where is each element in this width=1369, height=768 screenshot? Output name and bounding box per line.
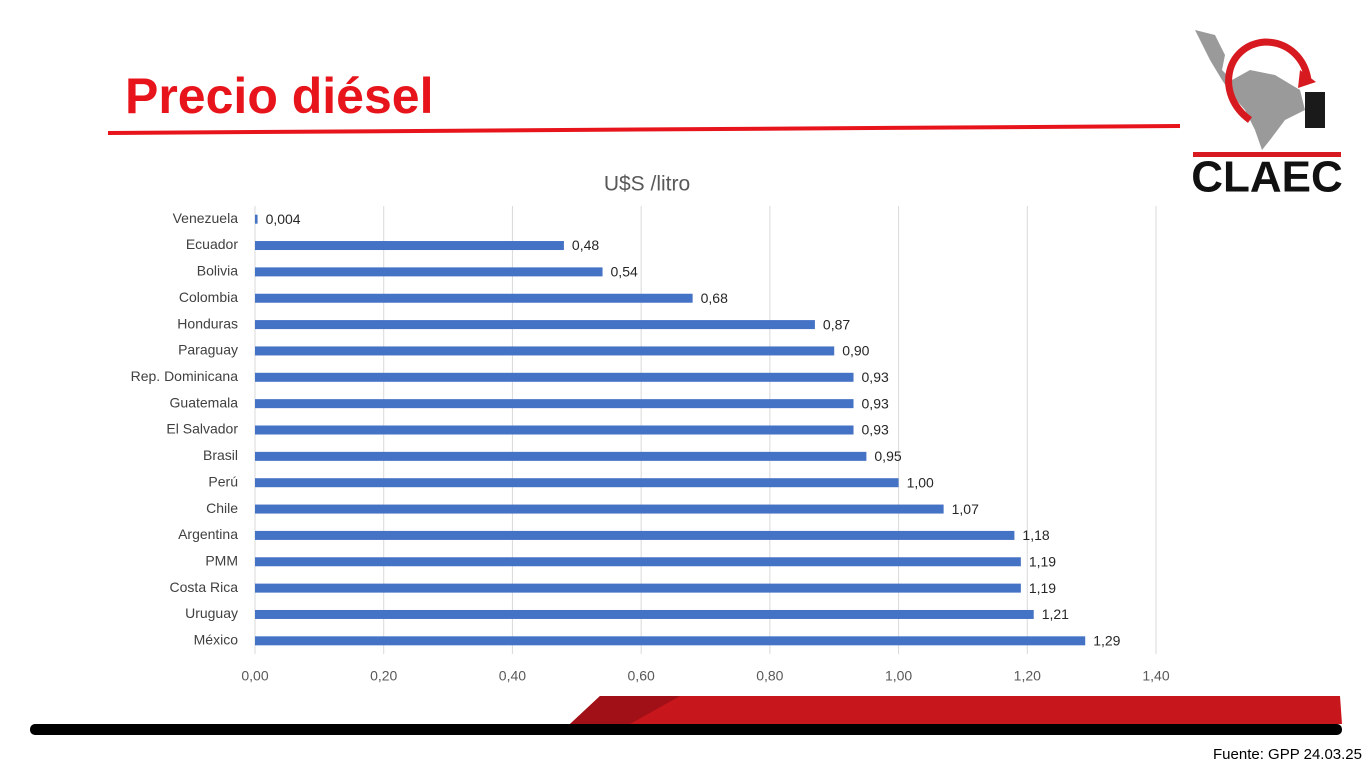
x-tick-label: 0,20 xyxy=(370,668,397,684)
y-tick-label: Rep. Dominicana xyxy=(131,368,239,384)
y-tick-label: El Salvador xyxy=(166,421,238,437)
data-label: 0,48 xyxy=(572,237,599,253)
x-tick-label: 0,40 xyxy=(499,668,526,684)
y-tick-label: Paraguay xyxy=(178,342,238,358)
x-tick-label: 0,60 xyxy=(628,668,655,684)
title-underline xyxy=(108,124,1180,135)
data-label: 0,95 xyxy=(874,448,901,464)
y-tick-label: Guatemala xyxy=(170,394,239,410)
bar xyxy=(255,504,944,514)
y-tick-label: Uruguay xyxy=(185,605,238,621)
data-label: 0,68 xyxy=(701,290,728,306)
bar xyxy=(255,320,815,330)
data-label: 0,87 xyxy=(823,316,850,332)
y-tick-label: Perú xyxy=(208,473,238,489)
y-tick-label: Ecuador xyxy=(186,236,238,252)
bar xyxy=(255,636,1086,646)
data-label: 0,90 xyxy=(842,343,869,359)
data-label: 0,54 xyxy=(611,264,638,280)
y-tick-label: México xyxy=(194,632,239,648)
y-tick-label: Brasil xyxy=(203,447,238,463)
data-label: 1,07 xyxy=(952,501,979,517)
bar xyxy=(255,609,1034,619)
data-label: 0,93 xyxy=(862,422,889,438)
plot: 0,00 0,20 0,40 0,60 0,80 1,00 1,20 1,40 Venezuel… xyxy=(131,206,1170,684)
bar xyxy=(255,346,835,356)
bar xyxy=(255,267,603,277)
data-label: 1,19 xyxy=(1029,580,1056,596)
y-tick-label: Honduras xyxy=(177,315,238,331)
data-label: 0,004 xyxy=(266,211,301,227)
x-tick-label: 0,80 xyxy=(756,668,783,684)
bar xyxy=(255,214,258,224)
bar xyxy=(255,425,854,435)
bar xyxy=(255,399,854,409)
bar xyxy=(255,451,867,461)
bar xyxy=(255,583,1021,593)
logo-arrow xyxy=(1225,38,1312,123)
y-tick-label: PMM xyxy=(205,552,238,568)
logo-text: CLAEC xyxy=(1191,153,1343,202)
data-label: 1,29 xyxy=(1093,633,1120,649)
bar xyxy=(255,478,899,488)
logo-map xyxy=(1195,30,1305,150)
y-tick-label: Colombia xyxy=(179,289,238,305)
slide-title: Precio diésel xyxy=(125,68,434,124)
chart-title: U$S /litro xyxy=(604,173,690,196)
y-tick-label: Costa Rica xyxy=(170,579,239,595)
footer-bar xyxy=(30,724,1342,735)
x-tick-label: 1,00 xyxy=(885,668,912,684)
y-tick-label: Bolivia xyxy=(197,263,238,279)
x-tick-label: 1,40 xyxy=(1142,668,1169,684)
data-label: 0,93 xyxy=(862,369,889,385)
data-label: 1,00 xyxy=(907,474,934,490)
bar xyxy=(255,372,854,382)
data-label: 1,18 xyxy=(1022,527,1049,543)
y-tick-label: Venezuela xyxy=(173,210,239,226)
bar xyxy=(255,530,1015,540)
bar xyxy=(255,241,564,251)
footer-band xyxy=(570,696,1342,724)
x-tick-label: 0,00 xyxy=(241,668,268,684)
source: Fuente: GPP 24.03.25 xyxy=(1213,746,1362,763)
logo-arrowhead xyxy=(1298,70,1316,88)
logo: CLAEC xyxy=(1191,30,1343,202)
x-tick-label: 1,20 xyxy=(1014,668,1041,684)
logo-pump xyxy=(1305,92,1325,128)
data-label: 1,19 xyxy=(1029,553,1056,569)
bar xyxy=(255,557,1021,567)
bar xyxy=(255,293,693,303)
footer-accent xyxy=(570,696,680,724)
logo-bar xyxy=(1193,152,1341,157)
y-tick-label: Argentina xyxy=(178,526,238,542)
y-tick-label: Chile xyxy=(206,500,238,516)
data-label: 1,21 xyxy=(1042,606,1069,622)
data-label: 0,93 xyxy=(862,395,889,411)
